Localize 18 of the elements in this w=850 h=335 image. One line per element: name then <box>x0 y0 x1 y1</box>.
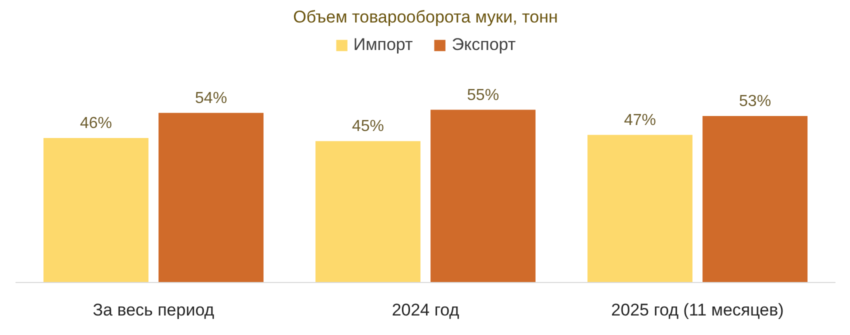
data-label: 54% <box>195 90 228 107</box>
chart-title: Объем товарооборота муки, тонн <box>293 8 558 26</box>
x-tick-label: За весь период <box>92 300 214 320</box>
bar <box>315 141 420 282</box>
data-label: 55% <box>467 86 500 104</box>
legend-label: Экспорт <box>452 35 516 55</box>
bar <box>430 110 536 282</box>
bar <box>158 112 264 282</box>
bar <box>587 134 692 282</box>
data-label: 53% <box>739 93 772 110</box>
data-label: 45% <box>352 118 384 136</box>
data-label: 47% <box>624 112 656 129</box>
bar <box>702 116 808 282</box>
legend-label: Импорт <box>353 35 413 55</box>
x-tick-label: 2024 год <box>392 300 460 320</box>
x-tick-label: 2025 год (11 месяцев) <box>611 300 784 320</box>
data-label: 46% <box>80 115 112 132</box>
bar <box>43 138 148 282</box>
